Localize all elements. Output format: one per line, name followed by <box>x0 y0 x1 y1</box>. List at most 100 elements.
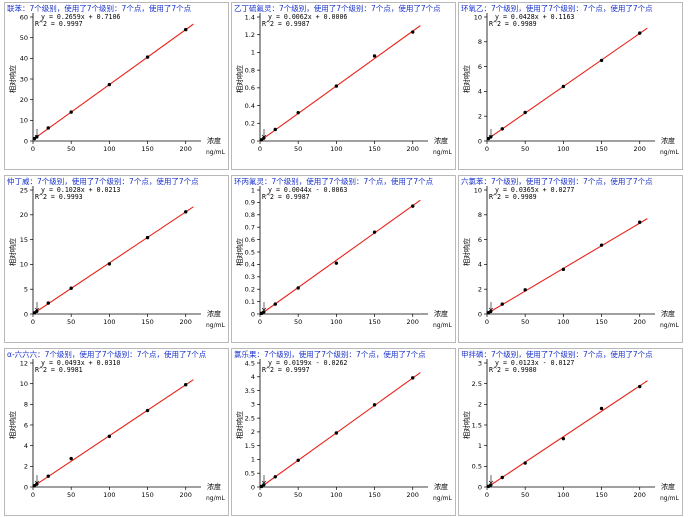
y-tick-label: 0 <box>251 137 255 145</box>
y-tick-label: 2 <box>24 463 28 471</box>
y-tick-label: 4 <box>478 88 482 96</box>
calibration-point <box>523 110 527 115</box>
regression-equation: y = 0.0428x + 0.1163 <box>495 13 574 21</box>
x-axis-unit: ng/mL <box>660 322 679 329</box>
regression-equation: y = 0.2659x + 0.7106 <box>41 13 120 21</box>
x-tick-label: 200 <box>634 491 646 499</box>
y-tick-label: 0 <box>24 310 28 318</box>
regression-line <box>32 206 194 315</box>
y-tick-label: 0 <box>478 310 482 318</box>
calibration-point <box>107 262 112 266</box>
calibration-point <box>273 475 277 479</box>
y-tick-label: 4 <box>24 442 28 450</box>
r-squared: R^2 = 0.9993 <box>35 193 83 201</box>
regression-equation: y = 0.1028x + 0.0213 <box>41 186 120 194</box>
regression-equation: y = 0.0493x + 0.0310 <box>41 359 120 367</box>
y-tick-label: 50 <box>20 34 28 42</box>
calibration-point <box>334 261 339 265</box>
r-squared: R^2 = 0.9987 <box>262 20 310 28</box>
y-tick-label: 0.6 <box>245 236 255 244</box>
x-tick-label: 0 <box>485 318 489 326</box>
regression-line <box>487 380 648 488</box>
x-axis-unit: ng/mL <box>660 495 679 502</box>
regression-equation: y = 0.0123x - 0.0127 <box>495 359 574 367</box>
y-axis-label: 相对响应 <box>235 411 244 439</box>
x-axis-unit: ng/mL <box>433 149 452 156</box>
x-tick-label: 50 <box>67 491 75 499</box>
calibration-point <box>411 30 415 34</box>
y-tick-label: 0.5 <box>245 470 255 478</box>
r-squared: R^2 = 0.9989 <box>489 20 537 28</box>
x-tick-label: 0 <box>31 491 35 499</box>
calibration-point <box>35 309 39 313</box>
y-tick-label: 6 <box>478 236 482 244</box>
calibration-point <box>638 384 642 389</box>
x-tick-label: 0 <box>258 491 262 499</box>
origin-marker-icon <box>34 302 40 311</box>
r-squared: R^2 = 0.9980 <box>489 366 537 374</box>
y-tick-label: 0.5 <box>245 248 255 256</box>
x-tick-label: 100 <box>103 318 115 326</box>
y-tick-label: 2 <box>478 401 482 409</box>
y-tick-label: 0 <box>478 483 482 491</box>
x-axis-unit: ng/mL <box>660 149 679 156</box>
y-tick-label: 12 <box>20 359 28 367</box>
y-tick-label: 10 <box>20 380 28 388</box>
calibration-chart-panel: 仲丁威：7个级别，使用了7个级别：7个点，使用了7个点 y = 0.1028x +… <box>4 175 229 343</box>
x-axis-unit: ng/mL <box>433 495 452 502</box>
x-tick-label: 200 <box>180 491 192 499</box>
calibration-point <box>184 383 188 387</box>
x-axis-unit: ng/mL <box>206 149 225 156</box>
y-tick-label: 0.8 <box>245 211 255 219</box>
y-tick-label: 6 <box>24 421 28 429</box>
x-tick-label: 50 <box>294 318 302 326</box>
origin-marker-icon <box>488 129 494 138</box>
y-tick-label: 30 <box>20 75 28 83</box>
x-tick-label: 150 <box>141 491 153 499</box>
y-tick-label: 8 <box>478 38 482 46</box>
x-tick-label: 150 <box>595 491 607 499</box>
x-tick-label: 200 <box>180 318 192 326</box>
calibration-point <box>561 267 566 272</box>
y-tick-label: 3 <box>478 359 482 367</box>
calibration-chart-panel: 联苯：7个级别，使用了7个级别：7个点，使用了7个点 y = 0.2659x + … <box>4 2 229 170</box>
y-tick-label: 2 <box>478 286 482 294</box>
x-tick-label: 150 <box>368 491 380 499</box>
r-squared: R^2 = 0.9981 <box>35 366 83 374</box>
regression-line <box>486 218 648 315</box>
regression-equation: y = 0.0365x + 0.0277 <box>495 186 574 194</box>
calibration-point <box>599 406 604 411</box>
y-axis-label: 相对响应 <box>462 65 471 93</box>
calibration-point <box>489 483 493 487</box>
calibration-point <box>46 474 50 478</box>
origin-marker-icon <box>488 302 494 311</box>
r-squared: R^2 = 0.9997 <box>35 20 83 28</box>
y-tick-label: 4 <box>251 373 255 381</box>
y-axis-label: 相对响应 <box>235 65 244 93</box>
y-axis-label: 相对响应 <box>8 411 17 439</box>
y-tick-label: 8 <box>478 211 482 219</box>
x-tick-label: 150 <box>595 318 607 326</box>
x-tick-label: 100 <box>557 491 569 499</box>
y-tick-label: 0.1 <box>245 298 255 306</box>
x-tick-label: 0 <box>485 145 489 153</box>
x-tick-label: 100 <box>103 145 115 153</box>
calibration-point <box>184 27 188 32</box>
y-tick-label: 40 <box>20 55 28 63</box>
chart-title: 乙丁硫氟灵：7个级别，使用了7个级别：7个点，使用了7个点 <box>234 3 441 13</box>
regression-equation: y = 0.0199x - 0.0262 <box>268 359 347 367</box>
calibration-point <box>46 301 50 305</box>
x-tick-label: 100 <box>557 145 569 153</box>
calibration-point <box>262 483 266 487</box>
x-tick-label: 0 <box>31 145 35 153</box>
y-tick-label: 1 <box>251 186 255 194</box>
y-tick-label: 20 <box>20 211 28 219</box>
y-tick-label: 2.5 <box>472 380 482 388</box>
